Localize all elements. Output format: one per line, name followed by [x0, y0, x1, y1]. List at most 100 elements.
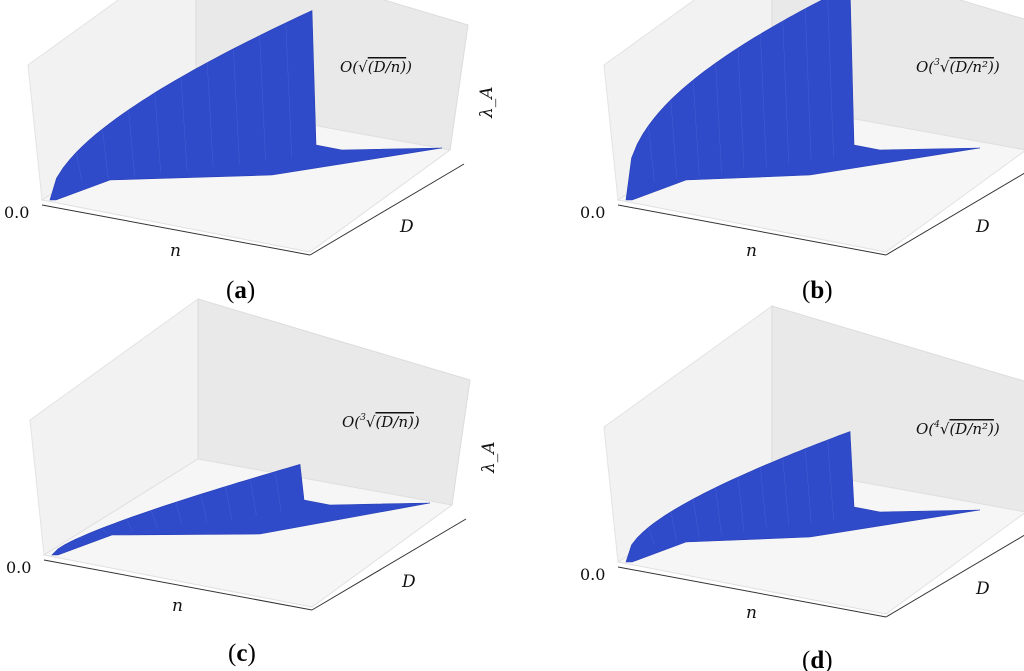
formula-pre: O( [340, 58, 359, 76]
mesh-line [233, 48, 240, 165]
n-axis-line [617, 204, 887, 256]
mesh-line [827, 0, 834, 159]
caption-letter: c [236, 640, 247, 667]
mesh-line [648, 527, 655, 545]
mesh-line [180, 77, 188, 171]
surface-b [625, 0, 981, 201]
mesh-line [101, 528, 108, 535]
mesh-line [200, 494, 208, 523]
z-tick-label: 0.0 [580, 565, 605, 584]
subfigure-caption: (d) [802, 647, 833, 671]
y-axis-label: D [975, 217, 990, 237]
y-axis-label: D [399, 217, 414, 237]
formula-radical: √ [940, 58, 950, 76]
mesh-line [715, 487, 722, 536]
mesh-line [648, 125, 655, 183]
surface-c [51, 464, 431, 556]
formula-post: ) [993, 420, 1000, 438]
subfigure-caption: (b) [802, 277, 833, 304]
mesh-line [154, 92, 162, 174]
mesh-line [692, 498, 700, 539]
mesh-line [76, 536, 83, 539]
formula-radical: √ [940, 420, 950, 438]
mesh-line [206, 62, 214, 168]
caption-open: ( [228, 640, 236, 667]
mesh-line [760, 34, 767, 168]
d-axis-line [885, 172, 1024, 256]
caption-close: ) [824, 647, 832, 671]
surface-d [625, 431, 981, 563]
mesh-line [827, 439, 834, 521]
formula-post: ) [993, 58, 1000, 76]
n-axis-line [617, 566, 887, 618]
caption-letter: a [234, 277, 247, 304]
mesh-line [250, 478, 257, 517]
formula-root-index: 3 [934, 58, 940, 68]
mesh-line [804, 448, 812, 524]
mesh-line [102, 129, 109, 180]
z-tick-label: 0.0 [4, 203, 29, 222]
mesh-line [259, 35, 266, 162]
caption-open: ( [802, 647, 810, 671]
caption-letter: b [810, 277, 824, 304]
formula-pre: O( [342, 413, 361, 431]
formula-arg: (D/n) [375, 413, 414, 431]
z-axis-label: λ_A [479, 441, 499, 474]
mesh-line [760, 467, 767, 530]
mesh-line [715, 63, 722, 174]
formula-radical: √ [366, 413, 376, 431]
mesh-line [782, 457, 790, 527]
formula-pre: O( [916, 420, 935, 438]
x-axis-label: n [172, 596, 183, 616]
mesh-line [150, 510, 158, 529]
d-axis-line [885, 534, 1024, 618]
d-axis-line [311, 518, 467, 611]
mesh-line [225, 486, 232, 520]
annotation-formula: O(4√(D/n²)) [916, 420, 1000, 438]
y-axis-label: D [975, 579, 990, 599]
d-axis-line [309, 163, 465, 256]
x-axis-label: n [746, 241, 757, 261]
formula-root-index: 3 [360, 413, 366, 423]
surface-a [49, 10, 443, 201]
formula-arg: (D/n) [368, 58, 407, 76]
mesh-line [670, 99, 678, 180]
caption-open: ( [802, 277, 810, 304]
mesh-line [737, 47, 745, 171]
y-axis-label: D [401, 572, 416, 592]
caption-letter: d [810, 647, 824, 671]
n-axis-line [41, 204, 311, 256]
mesh-line [670, 511, 678, 542]
formula-post: ) [413, 413, 420, 431]
mesh-line [285, 22, 293, 159]
formula-arg: (D/n²) [949, 58, 994, 76]
mesh-line [175, 502, 183, 526]
z-tick-label: 0.0 [6, 558, 31, 577]
mesh-line [274, 471, 282, 514]
caption-open: ( [226, 277, 234, 304]
z-axis-label: λ_A [477, 86, 497, 119]
mesh-line [128, 109, 135, 177]
x-axis-label: n [746, 603, 757, 623]
mesh-line [737, 477, 745, 533]
formula-pre: O( [916, 58, 935, 76]
formula-arg: (D/n²) [949, 420, 994, 438]
annotation-formula: O(3√(D/n²)) [916, 58, 1000, 76]
caption-close: ) [824, 277, 832, 304]
mesh-line [804, 8, 812, 162]
z-tick-label: 0.0 [580, 203, 605, 222]
subfigure-caption: (c) [228, 640, 256, 667]
n-axis-line [43, 559, 313, 611]
formula-radical: √ [358, 58, 368, 76]
subfigure-caption: (a) [226, 277, 255, 304]
annotation-formula: O(√(D/n)) [340, 58, 412, 76]
mesh-line [692, 80, 700, 177]
formula-root-index: 4 [933, 420, 940, 430]
annotation-formula: O(3√(D/n)) [342, 413, 420, 431]
caption-close: ) [247, 640, 255, 667]
mesh-line [782, 21, 790, 165]
